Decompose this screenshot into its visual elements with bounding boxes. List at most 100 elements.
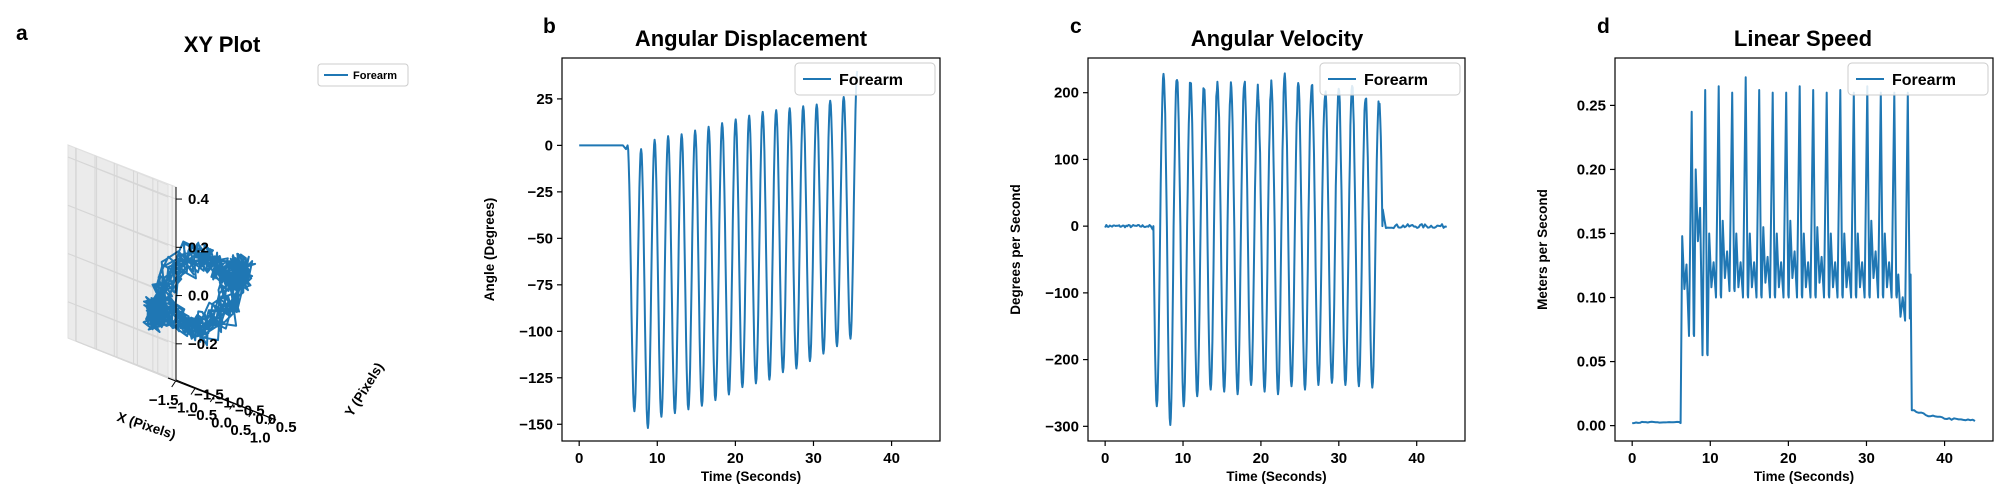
y-tick-label: −50 (528, 230, 553, 247)
y-axis-label: Meters per Second (1535, 189, 1550, 310)
x-tick-label: −1.5 (149, 392, 179, 409)
series-trajectory-forearm (142, 240, 257, 347)
series-line-forearm (1104, 72, 1447, 426)
panel-linear-speed: d Linear Speed 0 10 20 30 40 0.00 0.05 0.10 0.15… (1535, 15, 1994, 484)
chart-title-linear-speed: Linear Speed (1734, 26, 1872, 51)
y-tick-label: 0.0 (255, 411, 276, 428)
x-tick-mark (248, 410, 254, 418)
y-tick-label: −25 (528, 184, 553, 201)
x-tick-label: 30 (1858, 450, 1875, 467)
y-tick-label: 0.00 (1577, 418, 1606, 435)
chart-title-angular-displacement: Angular Displacement (635, 26, 868, 51)
plot-frame (1087, 57, 1466, 442)
y-tick-label: −100 (519, 323, 553, 340)
x-tick-label: 0 (575, 450, 583, 467)
x-tick-label: −1.0 (168, 400, 198, 417)
panel-label-d: d (1597, 15, 1610, 38)
panel-angular-velocity: c Angular Velocity 0 10 20 30 40 −300 −200 −100… (1008, 15, 1466, 484)
z-tick-label: 0.2 (188, 239, 209, 256)
z-tick-label: 0.0 (188, 288, 209, 305)
chart-title-xy-plot: XY Plot (184, 32, 261, 57)
legend-label: Forearm (353, 70, 397, 82)
z-tick-label: 0.4 (188, 191, 210, 208)
series-line-forearm (1632, 76, 1976, 425)
x-tick-mark (190, 388, 196, 395)
y-tick-label: −75 (528, 277, 553, 294)
plot-frame (561, 57, 941, 442)
y-tick-label: −1.5 (194, 386, 224, 403)
series-line-forearm (579, 70, 859, 429)
x-axis-label: Time (Seconds) (1226, 469, 1326, 484)
legend: Forearm (794, 62, 936, 96)
plot-frame (1614, 57, 1994, 442)
grid-z-side (67, 301, 169, 343)
x-tick-mark (229, 403, 234, 410)
y-tick-label: 0.05 (1577, 354, 1606, 371)
grid-z-side (67, 204, 169, 246)
x-tick-label: 20 (1253, 450, 1270, 467)
x-tick-label: 10 (649, 450, 666, 467)
legend-label: Forearm (1892, 72, 1956, 89)
x-tick-label: 40 (1408, 450, 1425, 467)
x-tick-label: 20 (1780, 450, 1797, 467)
x-tick-label: 40 (883, 450, 900, 467)
y-tick-mark (204, 390, 211, 395)
y-tick-label: −150 (519, 416, 553, 433)
y-tick-label: 0.15 (1577, 225, 1606, 242)
y-tick-label: 0.20 (1577, 161, 1606, 178)
y-tick-label: 0.25 (1577, 97, 1606, 114)
y-tick-label: 0 (545, 137, 553, 154)
y-tick-mark (265, 415, 273, 420)
y-tick-label: 0 (1071, 218, 1079, 235)
panel-label-a: a (16, 22, 28, 45)
x-tick-label: 40 (1936, 450, 1953, 467)
y-tick-label: −125 (519, 370, 553, 387)
panel-label-b: b (543, 15, 556, 38)
x-tick-label: 30 (1330, 450, 1347, 467)
y-tick-mark (224, 399, 232, 404)
x-tick-label: 30 (805, 450, 822, 467)
y-axis-label: Y (Pixels) (342, 360, 387, 419)
angular-displacement-plot-area: 0 10 20 30 40 −150 −125 −100 −75 −50 −25 0 25 Time (S… (482, 57, 941, 484)
x-tick-label: 10 (1702, 450, 1719, 467)
chart-title-angular-velocity: Angular Velocity (1191, 26, 1364, 51)
y-tick-label: −200 (1045, 352, 1079, 369)
y-tick-label: −0.5 (235, 403, 265, 420)
legend-box (794, 62, 936, 96)
legend: Forearm (1847, 62, 1989, 96)
x-tick-mark (171, 380, 177, 388)
legend: Forearm (1319, 62, 1461, 96)
x-tick-label: 0 (1101, 450, 1109, 467)
linear-speed-plot-area: 0 10 20 30 40 0.00 0.05 0.10 0.15 0.20 0.25 Time (S… (1535, 57, 1994, 484)
x-tick-label: −0.5 (187, 407, 217, 424)
grid-z-side (67, 253, 169, 295)
y-tick-label: 0.10 (1577, 290, 1606, 307)
x-tick-label: 10 (1175, 450, 1192, 467)
x-tick-label: 0 (1628, 450, 1636, 467)
y-tick-label: −1.0 (215, 394, 245, 411)
y-tick-label: 200 (1054, 85, 1079, 102)
x-tick-mark (209, 395, 215, 403)
y-tick-label: −300 (1045, 418, 1079, 435)
y-axis-label: Angle (Degrees) (482, 198, 497, 302)
legend-label: Forearm (1364, 72, 1428, 89)
panel-angular-displacement: b Angular Displacement 0 10 20 30 40 −150 −125… (482, 15, 941, 484)
x-tick-label: 0.0 (211, 415, 232, 432)
y-tick-label: 25 (536, 91, 553, 108)
legend-label: Forearm (839, 72, 903, 89)
y-tick-mark (245, 407, 252, 412)
legend: Forearm (317, 63, 409, 87)
x-axis-label: Time (Seconds) (701, 469, 801, 484)
legend-box (317, 63, 409, 87)
y-tick-label: 100 (1054, 151, 1079, 168)
x-tick-label: 1.0 (250, 430, 271, 447)
panel-xy-plot: a XY Plot −1.5−1.0−0.50.00.51.0−1.5−1.0−… (16, 22, 409, 447)
panel-label-c: c (1070, 15, 1082, 38)
x-tick-label: 20 (727, 450, 744, 467)
legend-box (1319, 62, 1461, 96)
xy-plot-area: −1.5−1.0−0.50.00.51.0−1.5−1.0−0.50.0 0.5−… (67, 63, 409, 447)
y-tick-label: 0.5 (276, 419, 297, 436)
x-tick-mark (267, 418, 273, 425)
y-tick-label: −100 (1045, 285, 1079, 302)
